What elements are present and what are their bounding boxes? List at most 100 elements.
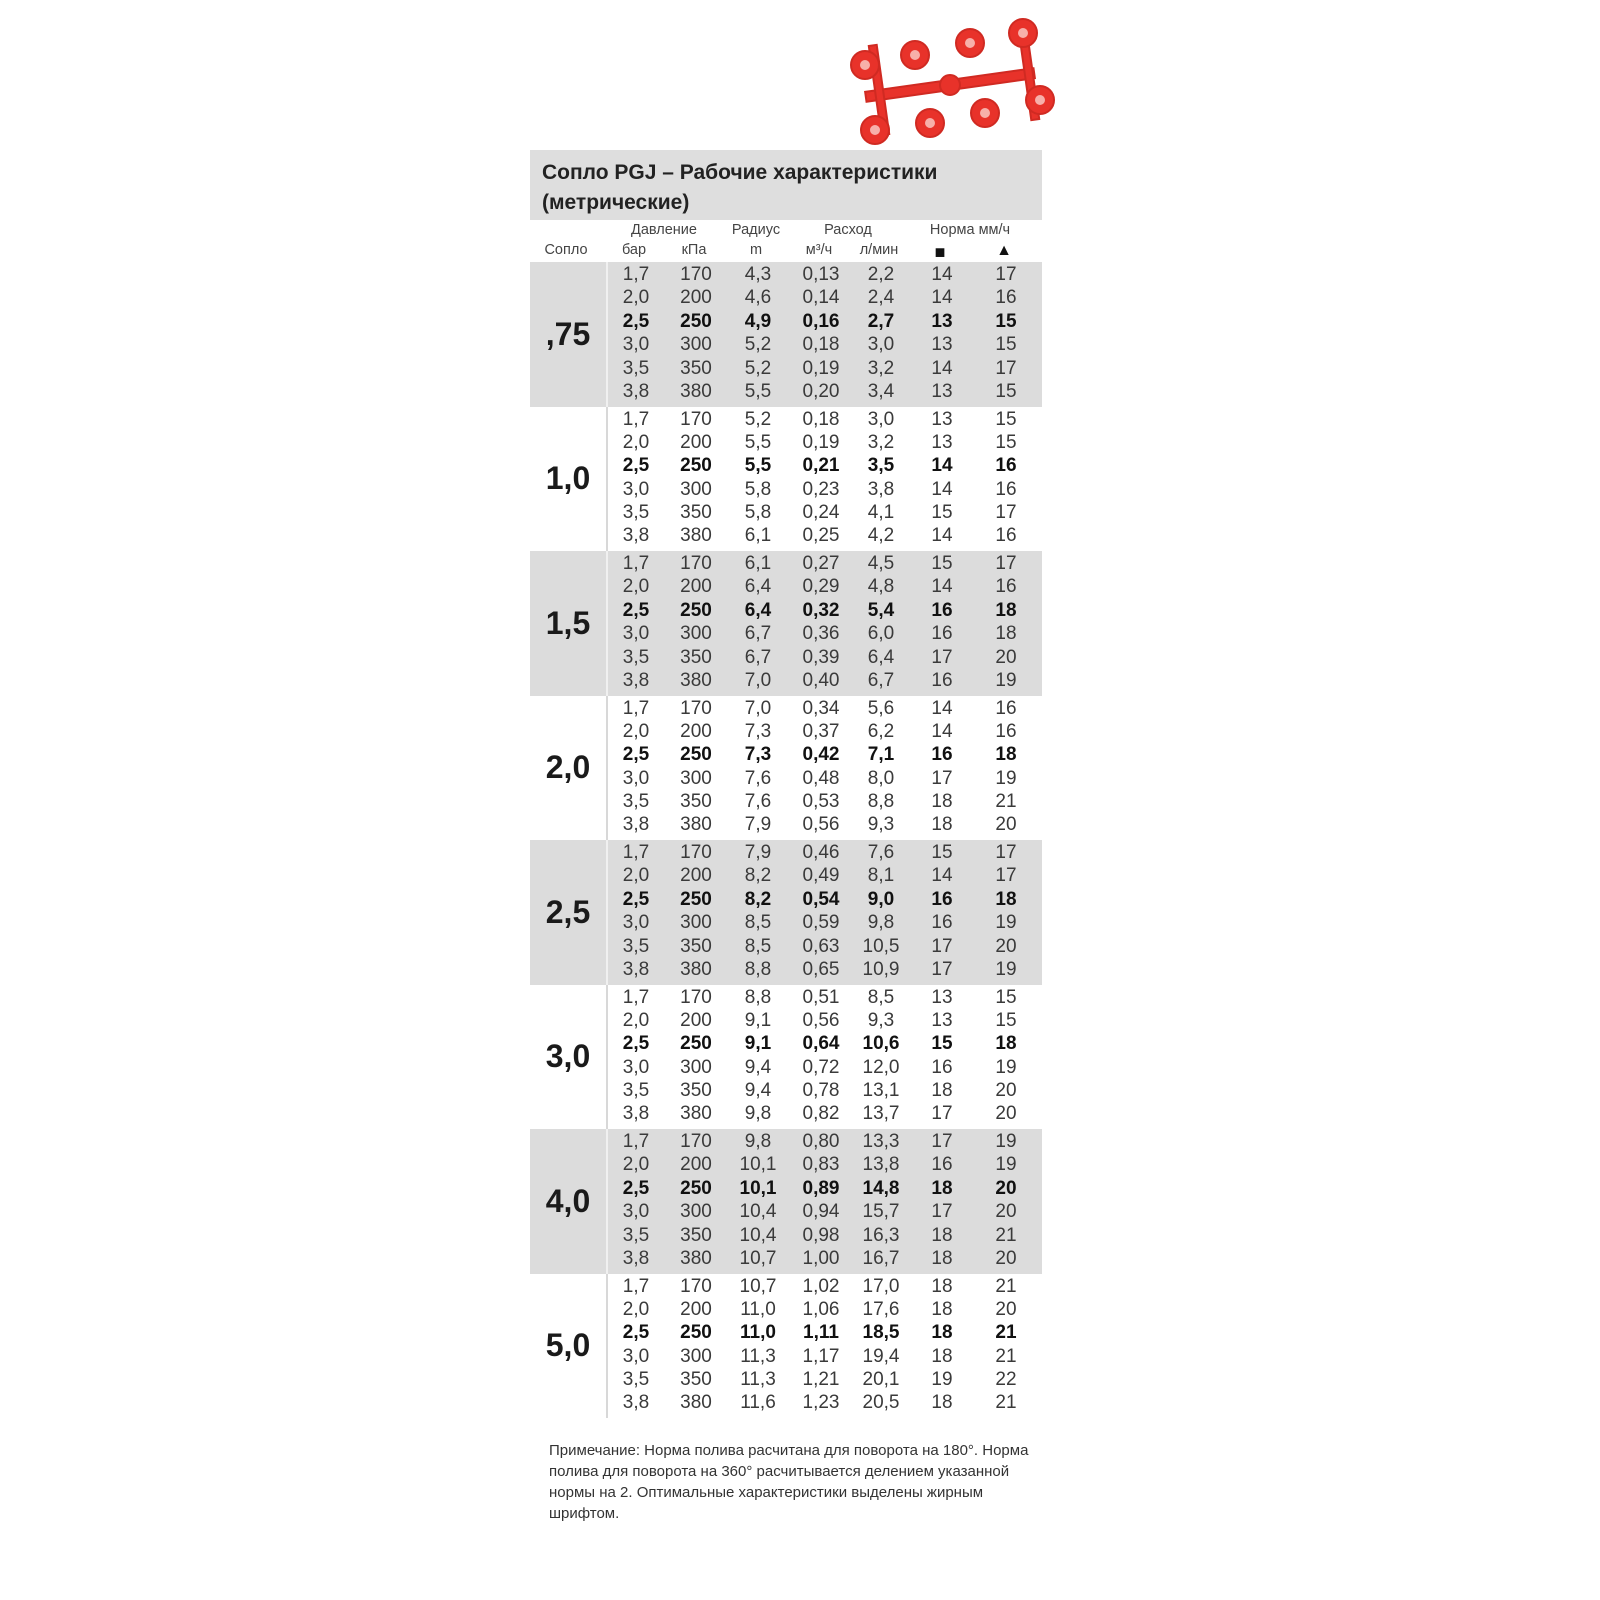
cell-kpa: 200 (680, 720, 712, 742)
cell-flow-lmin: 2,2 (867, 264, 895, 285)
cell-flow-m3h: 0,21 (802, 455, 840, 477)
cell-bar: 3,0 (622, 1201, 650, 1223)
table-row: 1,7 170 4,3 0,13 2,2 14 17 (608, 264, 1042, 287)
cell-flow-lmin: 3,0 (867, 408, 895, 430)
cell-rate-square: 18 (931, 1322, 953, 1344)
table-row: 3,5 350 8,5 0,63 10,5 17 20 (608, 936, 1042, 959)
title-bar: Сопло PGJ – Рабочие характеристики (метр… (530, 150, 1042, 220)
cell-bar: 2,0 (622, 576, 650, 598)
cell-rate-square: 17 (931, 1201, 953, 1223)
cell-flow-m3h: 0,56 (802, 814, 840, 836)
table-row: 2,0 200 9,1 0,56 9,3 13 15 (608, 1010, 1042, 1033)
cell-rate-triangle: 21 (995, 1275, 1017, 1297)
cell-rate-triangle: 16 (995, 720, 1017, 742)
cell-bar: 3,5 (622, 646, 650, 668)
cell-bar: 3,8 (622, 525, 650, 547)
table-row: 3,8 380 7,9 0,56 9,3 18 20 (608, 814, 1042, 837)
cell-rate-triangle: 20 (995, 935, 1017, 957)
cell-flow-m3h: 0,42 (802, 744, 840, 766)
nozzle-size: ,75 (530, 262, 608, 407)
cell-flow-lmin: 5,6 (867, 697, 895, 719)
table-row: 3,8 380 7,0 0,40 6,7 16 19 (608, 670, 1042, 693)
cell-radius: 8,5 (744, 935, 772, 957)
cell-flow-lmin: 19,4 (862, 1345, 900, 1367)
table-header: Сопло Давление бар кПа Радиус m Расход м… (530, 220, 1042, 262)
cell-flow-lmin: 5,4 (867, 599, 895, 621)
header-flow: Расход (824, 222, 872, 238)
cell-kpa: 350 (680, 357, 712, 379)
table-row: 2,0 200 5,5 0,19 3,2 13 15 (608, 432, 1042, 455)
cell-bar: 3,8 (622, 669, 650, 691)
cell-rate-triangle: 15 (995, 1009, 1017, 1031)
table-row: 3,0 300 7,6 0,48 8,0 17 19 (608, 768, 1042, 791)
cell-rate-triangle: 15 (995, 380, 1017, 402)
cell-kpa: 350 (680, 1224, 712, 1246)
cell-flow-m3h: 0,56 (802, 1009, 840, 1031)
table-row: 3,5 350 7,6 0,53 8,8 18 21 (608, 791, 1042, 814)
nozzle-size: 1,0 (530, 406, 608, 551)
cell-rate-square: 18 (931, 1345, 953, 1367)
cell-kpa: 200 (680, 1009, 712, 1031)
cell-flow-m3h: 0,49 (802, 865, 840, 887)
cell-flow-m3h: 0,59 (802, 912, 840, 934)
cell-bar: 3,8 (622, 1392, 650, 1414)
cell-kpa: 200 (680, 1154, 712, 1176)
cell-flow-lmin: 15,7 (862, 1201, 900, 1223)
cell-rate-triangle: 15 (995, 334, 1017, 356)
cell-rate-triangle: 20 (995, 814, 1017, 836)
cell-flow-lmin: 16,3 (862, 1224, 900, 1246)
cell-rate-square: 16 (931, 599, 953, 621)
cell-rate-square: 16 (931, 669, 953, 691)
header-kpa: кПа (681, 242, 707, 258)
cell-rate-triangle: 21 (995, 1345, 1017, 1367)
cell-rate-square: 14 (931, 264, 953, 285)
cell-radius: 6,4 (744, 599, 772, 621)
table-row: 3,8 380 6,1 0,25 4,2 14 16 (608, 525, 1042, 548)
cell-flow-lmin: 10,9 (862, 958, 900, 980)
cell-kpa: 200 (680, 576, 712, 598)
nozzle-group: 3,0 1,7 170 8,8 0,51 8,5 13 15 2,0 200 9,1 0,56 9,3 1… (530, 984, 1042, 1129)
cell-radius: 9,8 (744, 1131, 772, 1152)
cell-kpa: 250 (680, 599, 712, 621)
cell-flow-m3h: 0,34 (802, 697, 840, 719)
cell-flow-lmin: 10,5 (862, 935, 900, 957)
cell-flow-m3h: 0,29 (802, 576, 840, 598)
cell-radius: 10,4 (739, 1224, 777, 1246)
cell-flow-m3h: 1,02 (802, 1275, 840, 1297)
cell-flow-m3h: 0,65 (802, 958, 840, 980)
cell-flow-m3h: 0,46 (802, 842, 840, 863)
cell-rate-triangle: 20 (995, 1201, 1017, 1223)
cell-flow-m3h: 0,89 (802, 1177, 840, 1199)
table-row: 3,5 350 9,4 0,78 13,1 18 20 (608, 1080, 1042, 1103)
cell-bar: 3,5 (622, 935, 650, 957)
cell-flow-lmin: 17,6 (862, 1298, 900, 1320)
cell-bar: 1,7 (622, 842, 650, 863)
cell-bar: 1,7 (622, 553, 650, 574)
cell-flow-m3h: 0,20 (802, 380, 840, 402)
cell-flow-lmin: 9,0 (867, 888, 895, 910)
cell-flow-m3h: 0,24 (802, 502, 840, 524)
table-row: 3,8 380 10,7 1,00 16,7 18 20 (608, 1248, 1042, 1271)
cell-kpa: 300 (680, 1056, 712, 1078)
cell-bar: 3,5 (622, 791, 650, 813)
cell-rate-triangle: 16 (995, 478, 1017, 500)
cell-kpa: 300 (680, 767, 712, 789)
table-row: 2,0 200 11,0 1,06 17,6 18 20 (608, 1299, 1042, 1322)
cell-radius: 5,2 (744, 334, 772, 356)
cell-bar: 3,5 (622, 502, 650, 524)
cell-rate-triangle: 21 (995, 791, 1017, 813)
cell-rate-square: 17 (931, 935, 953, 957)
cell-radius: 7,6 (744, 791, 772, 813)
cell-rate-square: 14 (931, 576, 953, 598)
nozzle-group: 2,5 1,7 170 7,9 0,46 7,6 15 17 2,0 200 8,2 0,49 8,1 1… (530, 840, 1042, 985)
cell-radius: 11,0 (740, 1322, 776, 1344)
cell-flow-lmin: 3,2 (867, 431, 895, 453)
cell-flow-m3h: 0,80 (802, 1131, 840, 1152)
table-row: 3,5 350 10,4 0,98 16,3 18 21 (608, 1225, 1042, 1248)
table-row: 2,0 200 8,2 0,49 8,1 14 17 (608, 865, 1042, 888)
cell-kpa: 350 (680, 502, 712, 524)
cell-rate-square: 16 (931, 744, 953, 766)
cell-radius: 10,1 (739, 1154, 777, 1176)
cell-kpa: 170 (680, 553, 712, 574)
cell-kpa: 200 (680, 287, 712, 309)
